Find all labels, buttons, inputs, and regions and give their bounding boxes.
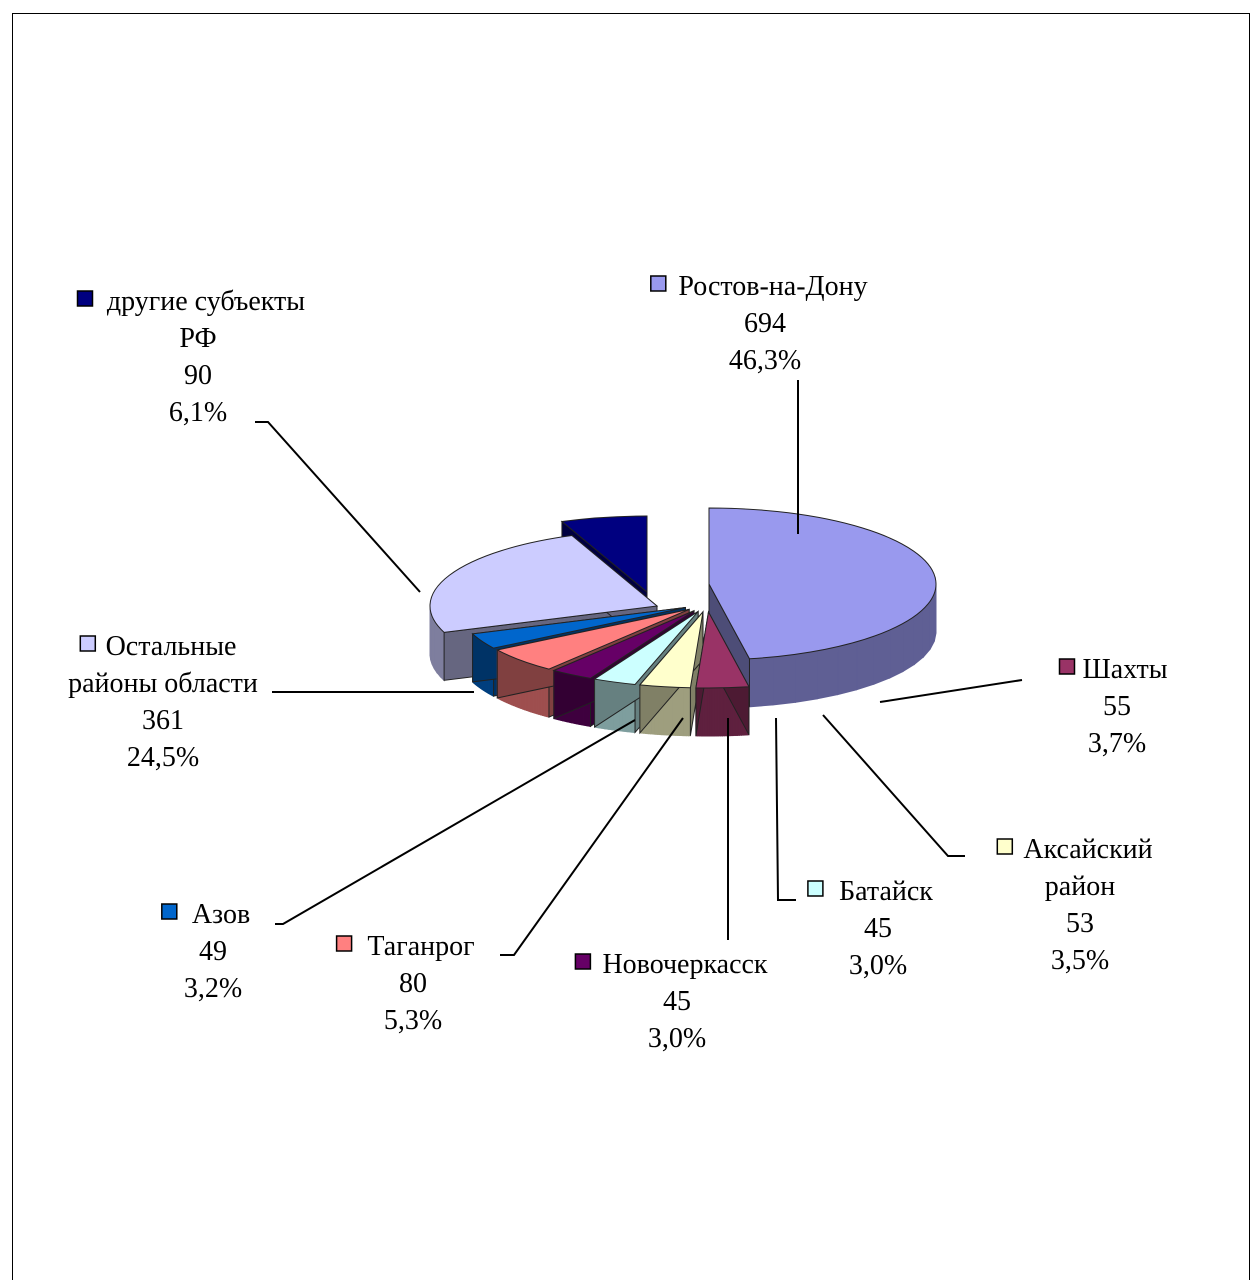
data-label: Ростов-на-Дону 694 46,3% xyxy=(650,271,868,376)
slice-value: 80 xyxy=(399,968,427,999)
slice-label: Азов xyxy=(192,899,250,930)
data-label: другие субъекты РФ 90 6,1% xyxy=(76,286,305,428)
slice-percent: 6,1% xyxy=(169,397,227,428)
slice-label: Аксайский xyxy=(1023,834,1152,865)
slice-value: 361 xyxy=(142,705,184,736)
slice-percent: 3,0% xyxy=(648,1023,706,1054)
slice-percent: 5,3% xyxy=(384,1005,442,1036)
leader-line xyxy=(879,679,1023,703)
pie-slice xyxy=(708,507,937,708)
legend-key xyxy=(1058,658,1076,675)
legend-key xyxy=(335,935,353,952)
legend-key xyxy=(79,635,97,652)
data-label: Батайск 45 3,0% xyxy=(807,876,933,981)
slice-label: другие субъекты xyxy=(107,286,305,317)
leader-line xyxy=(255,421,421,593)
slice-percent: 24,5% xyxy=(127,742,199,773)
slice-percent: 3,5% xyxy=(1051,945,1109,976)
chart-frame xyxy=(12,13,1250,1280)
slice-value: 45 xyxy=(663,986,691,1017)
data-label: Шахты 55 3,7% xyxy=(1058,654,1168,759)
data-label: Новочеркасск 45 3,0% xyxy=(574,949,768,1054)
slice-percent: 3,7% xyxy=(1088,728,1146,759)
leader-line xyxy=(775,717,796,901)
slice-percent: 3,0% xyxy=(849,950,907,981)
leader-line xyxy=(822,714,965,857)
legend-key xyxy=(650,275,667,292)
data-label: Остальные районы области 361 24,5% xyxy=(68,631,258,773)
leader-line xyxy=(500,717,684,956)
data-label: Таганрог 80 5,3% xyxy=(335,931,475,1036)
slice-label: район xyxy=(1045,871,1115,902)
pie-slice xyxy=(695,610,750,737)
leader-line xyxy=(275,719,636,925)
legend-key xyxy=(807,880,824,897)
slice-value: 90 xyxy=(184,360,212,391)
slice-value: 49 xyxy=(199,936,227,967)
slice-label: районы области xyxy=(68,668,258,699)
slice-label: Новочеркасск xyxy=(602,949,767,980)
slice-label: Остальные xyxy=(106,631,237,662)
slice-percent: 3,2% xyxy=(184,973,242,1004)
slice-value: 45 xyxy=(864,913,892,944)
legend-key xyxy=(161,903,178,920)
slice-label: Батайск xyxy=(839,876,933,907)
data-label: Азов 49 3,2% xyxy=(161,899,250,1004)
slice-label: Таганрог xyxy=(367,931,474,962)
legend-key xyxy=(574,953,592,970)
data-label: Аксайский район 53 3,5% xyxy=(996,834,1153,976)
slice-value: 55 xyxy=(1103,691,1131,722)
legend-key xyxy=(76,290,94,307)
slice-percent: 46,3% xyxy=(729,345,801,376)
legend-key xyxy=(996,838,1014,855)
slice-label: Шахты xyxy=(1082,654,1167,685)
slice-value: 694 xyxy=(744,308,786,339)
slice-label: Ростов-на-Дону xyxy=(678,271,867,302)
slice-value: 53 xyxy=(1066,908,1094,939)
pie-slice xyxy=(638,610,704,737)
slice-label: РФ xyxy=(179,323,216,354)
